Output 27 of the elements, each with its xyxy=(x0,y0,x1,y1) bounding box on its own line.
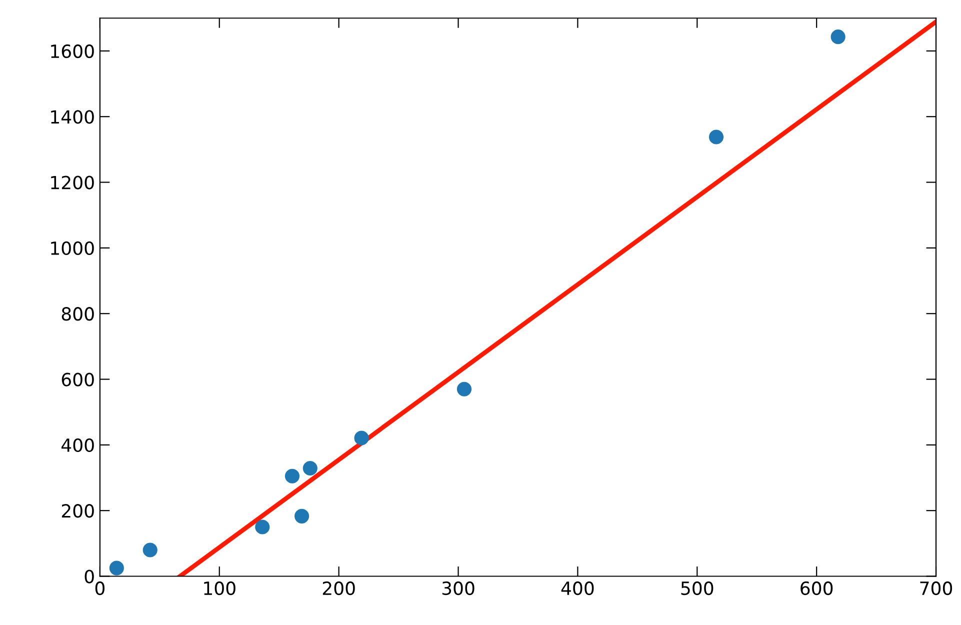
y-tick-label: 1600 xyxy=(51,44,94,58)
point xyxy=(142,542,158,558)
x-tick-label: 700 xyxy=(920,581,952,596)
point xyxy=(456,382,472,396)
x-tick-label: 0 xyxy=(95,581,104,596)
point xyxy=(284,468,300,484)
y-tick-label: 800 xyxy=(62,307,94,321)
point xyxy=(708,130,724,144)
point xyxy=(109,560,124,576)
y-tick-label: 1000 xyxy=(51,241,94,256)
y-tick-label: 1200 xyxy=(51,176,94,190)
x-tick-label: 400 xyxy=(561,581,594,596)
x-tick-label: 200 xyxy=(322,581,355,596)
x-tick-label: 600 xyxy=(800,581,833,596)
point xyxy=(294,508,310,524)
point xyxy=(302,460,318,476)
point xyxy=(255,520,270,534)
y-tick-label: 400 xyxy=(62,438,94,452)
x-tick-label: 500 xyxy=(681,581,714,596)
y-tick-label: 1400 xyxy=(51,110,94,124)
point xyxy=(354,430,369,446)
y-tick-label: 0 xyxy=(84,570,94,584)
y-tick-label: 600 xyxy=(62,372,94,386)
y-tick-label: 200 xyxy=(62,504,94,518)
x-tick-label: 300 xyxy=(442,581,474,596)
x-tick-label: 100 xyxy=(204,581,236,596)
point xyxy=(830,30,846,44)
